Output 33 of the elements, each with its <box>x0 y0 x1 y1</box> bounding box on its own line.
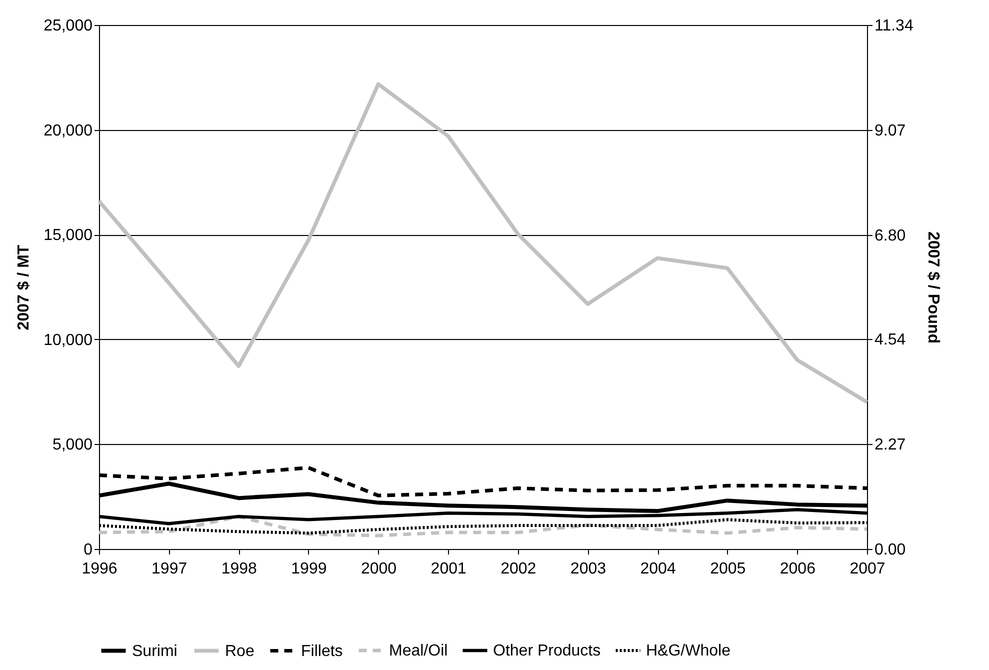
y-tick-label: 0 <box>84 542 93 558</box>
legend-label: Surimi <box>132 642 178 660</box>
legend-label: Roe <box>225 642 254 660</box>
x-tick-label: 2002 <box>500 560 536 578</box>
y-tick-label: 15,000 <box>44 227 93 244</box>
y-tick-label: 25,000 <box>44 18 93 34</box>
x-tick-label: 1998 <box>221 560 258 578</box>
y2-tick-label: 11.34 <box>874 18 914 34</box>
y-tick-label: 5,000 <box>52 436 93 454</box>
y2-tick-label: 6.80 <box>874 227 906 244</box>
legend-label: Other Products <box>493 642 601 660</box>
x-tick-label: 2003 <box>570 560 606 578</box>
y2-tick-label: 9.07 <box>874 122 906 140</box>
x-tick-label: 1996 <box>82 560 118 578</box>
legend-label: Fillets <box>301 642 343 660</box>
x-tick-label: 2007 <box>850 560 886 578</box>
y2-tick-label: 4.54 <box>874 332 906 349</box>
x-tick-label: 2006 <box>780 560 816 578</box>
y2-tick-label: 2.27 <box>874 436 906 454</box>
y-tick-label: 20,000 <box>44 122 93 140</box>
y-axis-title: 2007 $ / MT <box>16 244 33 330</box>
x-tick-label: 2005 <box>710 560 746 578</box>
x-tick-label: 1999 <box>291 560 327 578</box>
y2-tick-label: 0.00 <box>874 542 906 558</box>
line-series <box>97 82 869 404</box>
legend-label: Meal/Oil <box>389 642 448 660</box>
x-tick-label: 2004 <box>640 560 676 578</box>
legend-label: H&G/Whole <box>646 642 731 660</box>
y-tick-label: 10,000 <box>44 332 93 349</box>
x-tick-label: 2001 <box>430 560 466 578</box>
y2-axis-title: 2007 $ / Pound <box>924 231 942 344</box>
x-tick-label: 1997 <box>152 560 188 578</box>
x-tick-label: 2000 <box>360 560 397 578</box>
